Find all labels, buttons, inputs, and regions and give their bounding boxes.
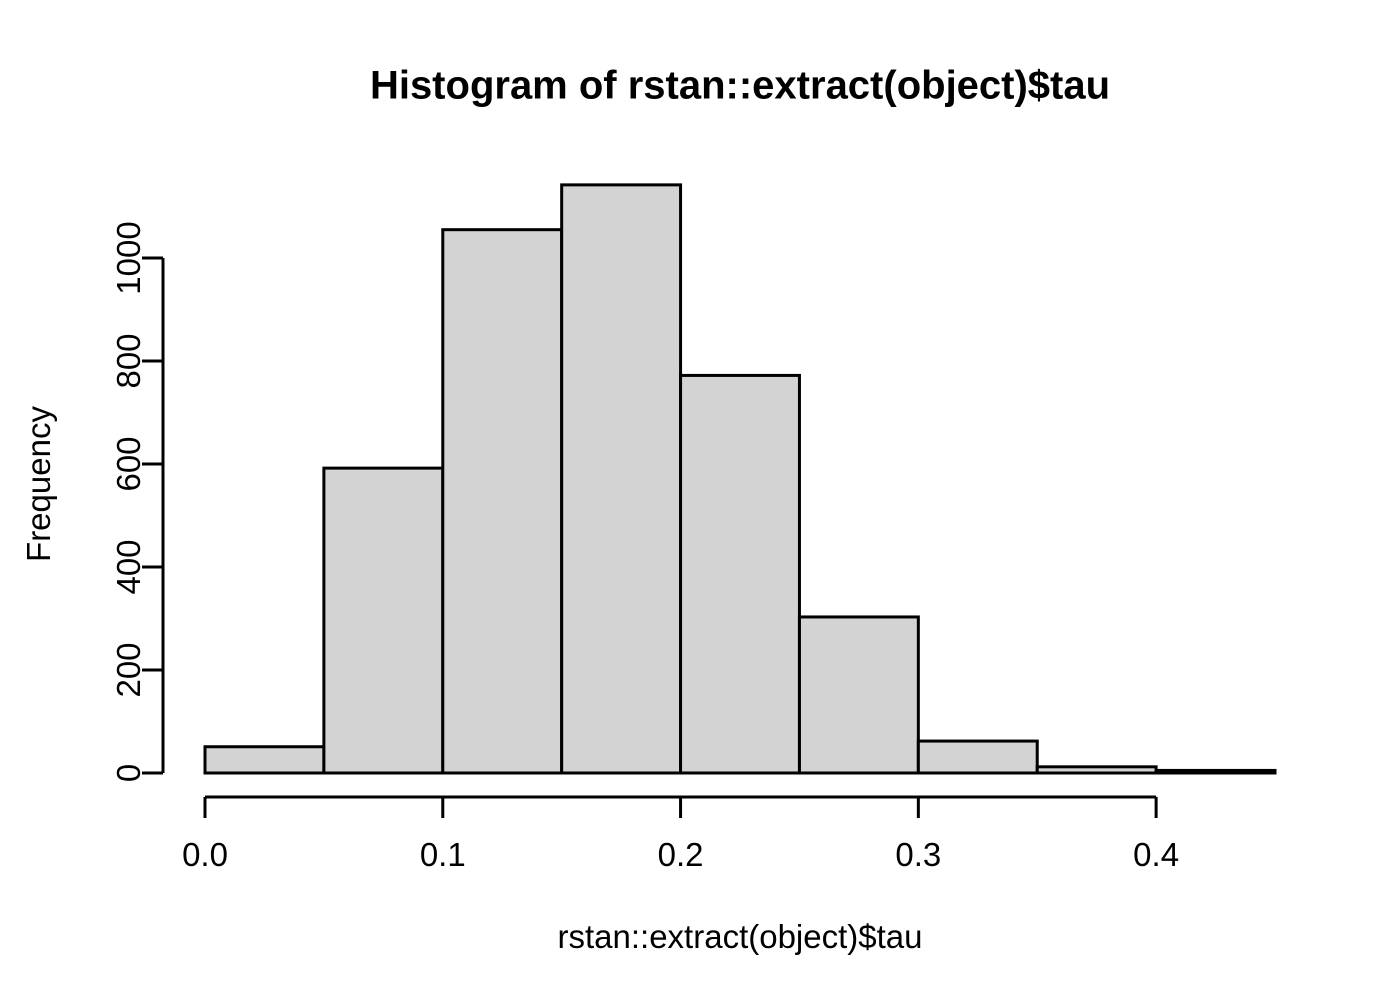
histogram-bar — [560, 183, 683, 775]
x-axis-title: rstan::extract(object)$tau — [557, 918, 923, 955]
histogram-bar — [1035, 765, 1158, 775]
x-axis-tick-label: 0.0 — [182, 836, 228, 873]
chart-title: Histogram of rstan::extract(object)$tau — [369, 63, 1111, 108]
y-axis-tick-label: 400 — [110, 539, 147, 595]
histogram-bar — [679, 373, 801, 775]
y-axis-tick-label: 800 — [110, 333, 147, 389]
histogram-bar — [203, 745, 326, 775]
histogram-bar — [916, 739, 1039, 775]
x-axis-tick-label: 0.1 — [419, 836, 466, 873]
histogram-bar — [322, 466, 445, 775]
y-axis-title: Frequency — [20, 406, 57, 562]
x-axis-tick-label: 0.2 — [657, 836, 704, 873]
y-axis-tick-label: 200 — [110, 642, 147, 698]
y-axis-tick-label: 0 — [110, 763, 147, 783]
histogram-bar — [441, 228, 564, 775]
histogram-bar — [1154, 768, 1277, 775]
x-axis-tick-label: 0.3 — [895, 836, 942, 873]
x-axis-tick-label: 0.4 — [1133, 836, 1180, 873]
histogram-bar — [797, 615, 920, 775]
y-axis-tick-label: 600 — [110, 436, 147, 492]
y-axis-tick-label: 1000 — [110, 221, 147, 295]
